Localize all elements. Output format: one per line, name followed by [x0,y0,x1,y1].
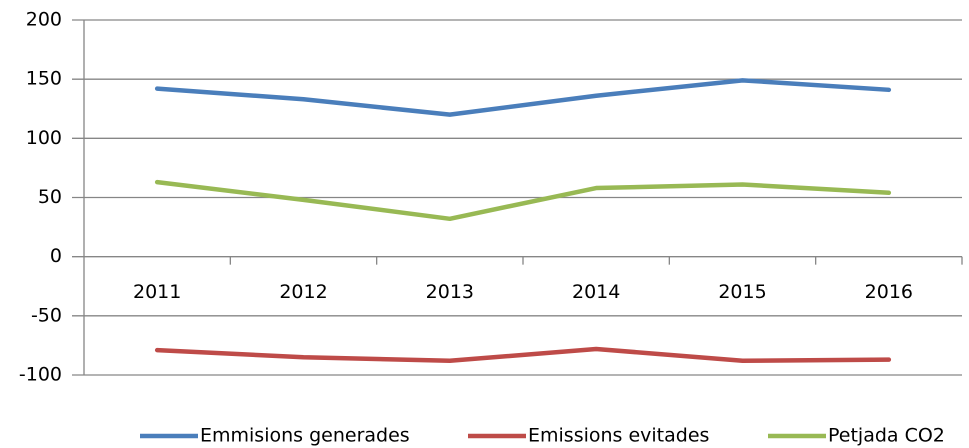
y-tick-label: -100 [19,364,62,386]
series-line [154,346,892,364]
series-line [154,179,892,222]
series-line [154,78,892,117]
x-tick-label: 2016 [865,281,913,303]
y-tick-label: 50 [38,186,62,208]
x-tick-label: 2011 [133,281,181,303]
x-tick-label: 2014 [572,281,620,303]
x-tick-label: 2013 [426,281,474,303]
x-tick-label: 2012 [279,281,327,303]
x-tick-label: 2015 [718,281,766,303]
y-tick-label: 150 [26,68,62,90]
y-tick-label: 100 [26,127,62,149]
legend-label: Emissions evitades [528,425,709,447]
y-tick-label: 200 [26,9,62,31]
legend-label: Petjada CO2 [828,425,945,447]
y-tick-label: -50 [31,304,62,326]
legend-label: Emmisions generades [200,425,410,447]
y-tick-label: 0 [50,245,62,267]
